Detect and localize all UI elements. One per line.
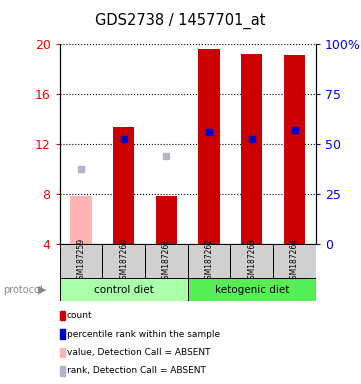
Bar [145,244,188,278]
Bar [156,197,177,244]
Text: GSM187264: GSM187264 [290,238,299,284]
Text: GSM187259: GSM187259 [77,238,86,284]
Text: rank, Detection Call = ABSENT: rank, Detection Call = ABSENT [67,366,206,376]
Text: ketogenic diet: ketogenic diet [214,285,289,295]
Bar [60,244,102,278]
Bar [230,244,273,278]
Bar [102,244,145,278]
Bar [60,278,188,301]
Text: count: count [67,311,92,320]
Bar [70,197,92,244]
Text: value, Detection Call = ABSENT: value, Detection Call = ABSENT [67,348,210,357]
Text: percentile rank within the sample: percentile rank within the sample [67,329,220,339]
Text: GSM187261: GSM187261 [162,238,171,284]
Text: control diet: control diet [94,285,153,295]
Text: protocol: protocol [4,285,43,295]
Text: GDS2738 / 1457701_at: GDS2738 / 1457701_at [95,13,266,29]
Text: GSM187260: GSM187260 [119,238,128,284]
Text: GSM187262: GSM187262 [205,238,214,284]
Bar [241,54,262,244]
Bar [188,278,316,301]
Bar [113,126,134,244]
Bar [188,244,230,278]
Bar [284,55,305,244]
Text: ▶: ▶ [38,285,47,295]
Bar [199,49,220,244]
Bar [273,244,316,278]
Text: GSM187263: GSM187263 [247,238,256,284]
